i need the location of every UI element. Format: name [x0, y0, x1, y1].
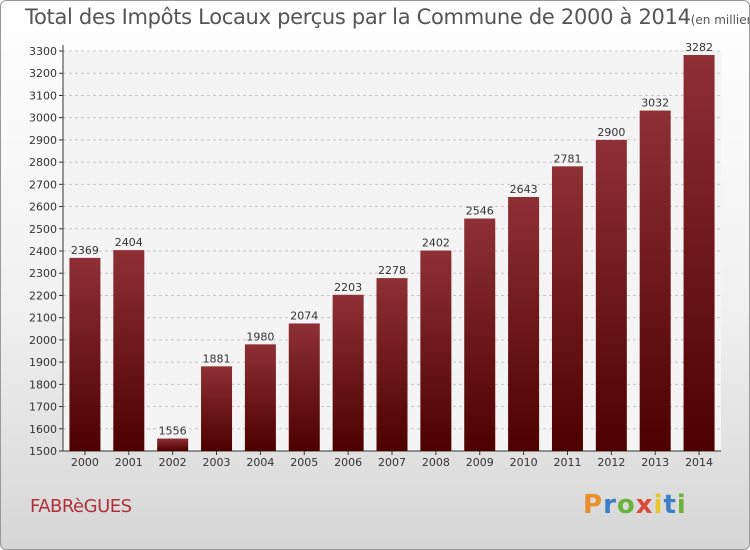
data-label: 2546 [466, 205, 494, 218]
x-tick-label: 2009 [466, 456, 494, 469]
y-tick-label: 2900 [29, 134, 57, 147]
y-tick-label: 1500 [29, 445, 57, 458]
logo-letter: o [616, 490, 636, 520]
bars [69, 55, 715, 452]
y-tick-label: 1700 [29, 401, 57, 414]
bar [157, 438, 189, 451]
x-tick-label: 2005 [290, 456, 318, 469]
y-tick-label: 3000 [29, 112, 57, 125]
data-label: 2203 [334, 281, 362, 294]
y-tick-label: 2100 [29, 312, 57, 325]
data-label: 1980 [246, 330, 274, 343]
y-tick-label: 3100 [29, 89, 57, 102]
data-label: 2402 [422, 237, 450, 250]
y-tick-label: 3300 [29, 45, 57, 58]
proxiti-logo: Proxiti [583, 490, 687, 520]
y-tick-label: 2500 [29, 223, 57, 236]
y-tick-label: 2000 [29, 334, 57, 347]
data-label: 2369 [71, 244, 99, 257]
data-label: 1881 [203, 352, 231, 365]
x-tick-label: 2012 [597, 456, 625, 469]
bar [69, 257, 101, 451]
y-tick-label: 1900 [29, 356, 57, 369]
y-tick-label: 2600 [29, 201, 57, 214]
y-tick-label: 2800 [29, 156, 57, 169]
logo-letter: x [635, 490, 654, 520]
logo-letter: r [603, 490, 617, 520]
bar [244, 344, 276, 451]
y-tick-label: 3200 [29, 67, 57, 80]
data-label: 2074 [290, 309, 318, 322]
y-tick-label: 2400 [29, 245, 57, 258]
bar [332, 294, 364, 451]
data-label: 2404 [115, 236, 143, 249]
logo-letter: i [653, 490, 664, 520]
x-tick-label: 2014 [685, 456, 713, 469]
x-tick-label: 2002 [159, 456, 187, 469]
bar [376, 278, 408, 451]
logo-letter: t [663, 490, 677, 520]
x-tick-label: 2008 [422, 456, 450, 469]
labels: 1500 1600 1700 1800 1900 2000 2100 2200 2300 2400… [29, 41, 713, 469]
y-tick-label: 1600 [29, 423, 57, 436]
data-label: 3032 [641, 97, 669, 110]
title-text: Total des Impôts Locaux perçus par la Co… [25, 5, 691, 29]
x-tick-label: 2011 [553, 456, 581, 469]
x-tick-label: 2004 [246, 456, 274, 469]
data-label: 2781 [553, 152, 581, 165]
bar [508, 197, 540, 451]
logo-letter: i [676, 490, 687, 520]
chart-title: Total des Impôts Locaux perçus par la Co… [25, 5, 749, 29]
x-tick-label: 2013 [641, 456, 669, 469]
logo-letter: P [583, 490, 604, 520]
commune-name: FABRèGUES [30, 496, 132, 517]
y-tick-label: 2300 [29, 267, 57, 280]
x-tick-label: 2007 [378, 456, 406, 469]
data-label: 2643 [510, 183, 538, 196]
bar [288, 323, 320, 451]
bar [551, 166, 583, 452]
x-tick-label: 2003 [203, 456, 231, 469]
unit-label: (en milliers d'€) [690, 13, 749, 27]
x-tick-label: 2000 [71, 456, 99, 469]
data-label: 1556 [159, 425, 187, 438]
bar [201, 366, 233, 451]
bar [464, 218, 496, 451]
bar [639, 110, 671, 452]
bar [420, 250, 452, 451]
y-tick-label: 2700 [29, 178, 57, 191]
x-tick-label: 2001 [115, 456, 143, 469]
y-tick-label: 2200 [29, 289, 57, 302]
bar [683, 55, 715, 451]
bar [113, 250, 145, 451]
data-label: 2278 [378, 264, 406, 277]
bar [595, 139, 627, 451]
y-tick-label: 1800 [29, 378, 57, 391]
data-label: 3282 [685, 41, 713, 54]
x-tick-label: 2006 [334, 456, 362, 469]
x-tick-label: 2010 [510, 456, 538, 469]
data-label: 2900 [597, 126, 625, 139]
